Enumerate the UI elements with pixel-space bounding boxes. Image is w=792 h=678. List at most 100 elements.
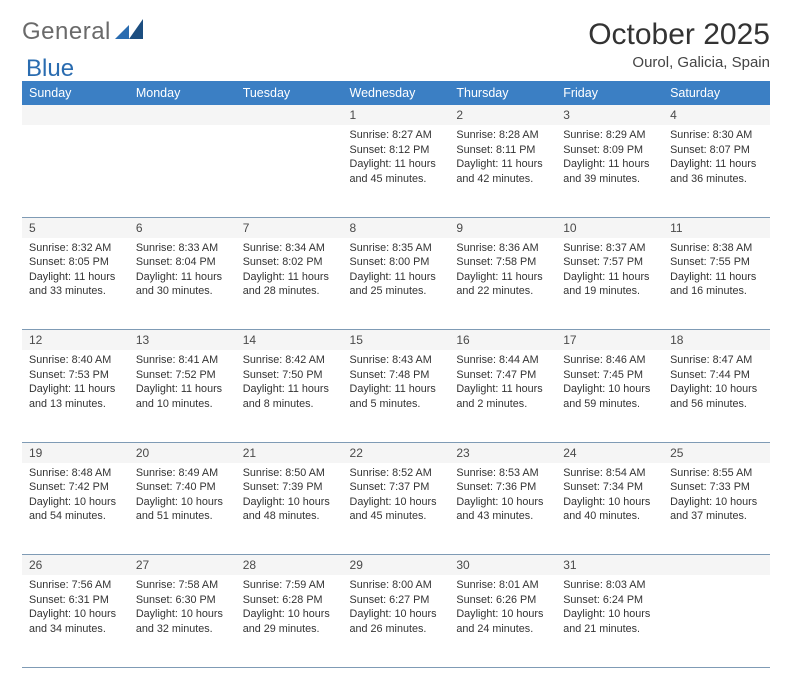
- daylight-text: Daylight: 10 hours and 24 minutes.: [456, 607, 549, 636]
- day-number: 30: [449, 555, 556, 576]
- sunset-text: Sunset: 6:27 PM: [350, 593, 443, 608]
- daylight-text: Daylight: 10 hours and 56 minutes.: [670, 382, 763, 411]
- daynum-row: 1234: [22, 105, 770, 125]
- sunrise-text: Sunrise: 8:28 AM: [456, 128, 549, 143]
- day-cell: Sunrise: 8:48 AMSunset: 7:42 PMDaylight:…: [22, 463, 129, 555]
- sunrise-text: Sunrise: 8:53 AM: [456, 466, 549, 481]
- day-cell: [663, 575, 770, 667]
- month-title: October 2025: [588, 18, 770, 52]
- daylight-text: Daylight: 11 hours and 39 minutes.: [563, 157, 656, 186]
- day-number: 12: [22, 330, 129, 351]
- day-cell: Sunrise: 8:33 AMSunset: 8:04 PMDaylight:…: [129, 238, 236, 330]
- sunset-text: Sunset: 7:34 PM: [563, 480, 656, 495]
- sunrise-text: Sunrise: 8:37 AM: [563, 241, 656, 256]
- day-number: 21: [236, 442, 343, 463]
- day-number: 16: [449, 330, 556, 351]
- daylight-text: Daylight: 11 hours and 13 minutes.: [29, 382, 122, 411]
- day-cell: Sunrise: 8:44 AMSunset: 7:47 PMDaylight:…: [449, 350, 556, 442]
- day-number: 13: [129, 330, 236, 351]
- day-cell: Sunrise: 8:55 AMSunset: 7:33 PMDaylight:…: [663, 463, 770, 555]
- sunrise-text: Sunrise: 8:35 AM: [350, 241, 443, 256]
- day-number: 6: [129, 217, 236, 238]
- brand-mark-icon: [115, 18, 143, 46]
- sunset-text: Sunset: 8:02 PM: [243, 255, 336, 270]
- daynum-row: 12131415161718: [22, 330, 770, 351]
- day-cell-content: Sunrise: 8:49 AMSunset: 7:40 PMDaylight:…: [129, 463, 236, 529]
- daynum-row: 19202122232425: [22, 442, 770, 463]
- daylight-text: Daylight: 11 hours and 30 minutes.: [136, 270, 229, 299]
- day-cell: Sunrise: 7:56 AMSunset: 6:31 PMDaylight:…: [22, 575, 129, 667]
- sunrise-text: Sunrise: 8:27 AM: [350, 128, 443, 143]
- day-cell-content: [663, 575, 770, 583]
- daylight-text: Daylight: 10 hours and 40 minutes.: [563, 495, 656, 524]
- sunrise-text: Sunrise: 7:56 AM: [29, 578, 122, 593]
- sunset-text: Sunset: 8:09 PM: [563, 143, 656, 158]
- sunrise-text: Sunrise: 8:46 AM: [563, 353, 656, 368]
- day-cell: Sunrise: 8:42 AMSunset: 7:50 PMDaylight:…: [236, 350, 343, 442]
- day-cell: Sunrise: 8:38 AMSunset: 7:55 PMDaylight:…: [663, 238, 770, 330]
- day-cell-content: Sunrise: 8:44 AMSunset: 7:47 PMDaylight:…: [449, 350, 556, 416]
- day-number: 31: [556, 555, 663, 576]
- day-number: 26: [22, 555, 129, 576]
- day-number: 20: [129, 442, 236, 463]
- calendar-header-row: Sunday Monday Tuesday Wednesday Thursday…: [22, 81, 770, 105]
- sunset-text: Sunset: 7:44 PM: [670, 368, 763, 383]
- daynum-row: 262728293031: [22, 555, 770, 576]
- day-number: 29: [343, 555, 450, 576]
- daylight-text: Daylight: 10 hours and 45 minutes.: [350, 495, 443, 524]
- day-cell: Sunrise: 8:36 AMSunset: 7:58 PMDaylight:…: [449, 238, 556, 330]
- day-cell-content: Sunrise: 7:58 AMSunset: 6:30 PMDaylight:…: [129, 575, 236, 641]
- day-cell: Sunrise: 8:28 AMSunset: 8:11 PMDaylight:…: [449, 125, 556, 217]
- sunrise-text: Sunrise: 8:00 AM: [350, 578, 443, 593]
- daylight-text: Daylight: 11 hours and 33 minutes.: [29, 270, 122, 299]
- sunrise-text: Sunrise: 7:59 AM: [243, 578, 336, 593]
- week-row: Sunrise: 7:56 AMSunset: 6:31 PM Daylight:…: [22, 575, 770, 667]
- sunset-text: Sunset: 8:07 PM: [670, 143, 763, 158]
- sunset-text: Sunset: 8:04 PM: [136, 255, 229, 270]
- day-cell: Sunrise: 7:59 AMSunset: 6:28 PMDaylight:…: [236, 575, 343, 667]
- sunset-text: Sunset: 6:31 PM: [29, 593, 122, 608]
- day-cell: Sunrise: 8:52 AMSunset: 7:37 PMDaylight:…: [343, 463, 450, 555]
- day-cell-content: Sunrise: 8:30 AMSunset: 8:07 PMDaylight:…: [663, 125, 770, 191]
- sunrise-text: Sunrise: 8:50 AM: [243, 466, 336, 481]
- day-number: 9: [449, 217, 556, 238]
- day-cell: Sunrise: 8:29 AMSunset: 8:09 PMDaylight:…: [556, 125, 663, 217]
- day-cell-content: Sunrise: 8:37 AMSunset: 7:57 PMDaylight:…: [556, 238, 663, 304]
- day-cell-content: Sunrise: 8:54 AMSunset: 7:34 PMDaylight:…: [556, 463, 663, 529]
- day-number: 22: [343, 442, 450, 463]
- day-cell: Sunrise: 8:03 AMSunset: 6:24 PMDaylight:…: [556, 575, 663, 667]
- sunrise-text: Sunrise: 8:03 AM: [563, 578, 656, 593]
- day-cell-content: Sunrise: 8:32 AMSunset: 8:05 PMDaylight:…: [22, 238, 129, 304]
- day-cell-content: Sunrise: 8:01 AMSunset: 6:26 PMDaylight:…: [449, 575, 556, 641]
- day-cell-content: Sunrise: 7:59 AMSunset: 6:28 PMDaylight:…: [236, 575, 343, 641]
- day-number: 7: [236, 217, 343, 238]
- day-cell-content: Sunrise: 8:55 AMSunset: 7:33 PMDaylight:…: [663, 463, 770, 529]
- day-number: 1: [343, 105, 450, 125]
- day-number: 17: [556, 330, 663, 351]
- daylight-text: Daylight: 11 hours and 36 minutes.: [670, 157, 763, 186]
- sunset-text: Sunset: 8:00 PM: [350, 255, 443, 270]
- daylight-text: Daylight: 11 hours and 19 minutes.: [563, 270, 656, 299]
- sunrise-text: Sunrise: 8:55 AM: [670, 466, 763, 481]
- day-number: 28: [236, 555, 343, 576]
- day-number: 10: [556, 217, 663, 238]
- weekday-header: Wednesday: [343, 81, 450, 105]
- day-cell-content: Sunrise: 8:38 AMSunset: 7:55 PMDaylight:…: [663, 238, 770, 304]
- weekday-header: Tuesday: [236, 81, 343, 105]
- daylight-text: Daylight: 11 hours and 42 minutes.: [456, 157, 549, 186]
- day-cell-content: [236, 125, 343, 133]
- day-cell: Sunrise: 8:30 AMSunset: 8:07 PMDaylight:…: [663, 125, 770, 217]
- day-cell: Sunrise: 8:46 AMSunset: 7:45 PMDaylight:…: [556, 350, 663, 442]
- brand-logo: General: [22, 18, 143, 46]
- day-cell-content: Sunrise: 8:53 AMSunset: 7:36 PMDaylight:…: [449, 463, 556, 529]
- day-cell-content: Sunrise: 8:47 AMSunset: 7:44 PMDaylight:…: [663, 350, 770, 416]
- weekday-header: Saturday: [663, 81, 770, 105]
- sunset-text: Sunset: 8:05 PM: [29, 255, 122, 270]
- week-row: Sunrise: 8:40 AMSunset: 7:53 PMDaylight:…: [22, 350, 770, 442]
- sunrise-text: Sunrise: 8:40 AM: [29, 353, 122, 368]
- sunset-text: Sunset: 7:58 PM: [456, 255, 549, 270]
- daylight-text: Daylight: 11 hours and 22 minutes.: [456, 270, 549, 299]
- day-cell-content: Sunrise: 8:48 AMSunset: 7:42 PMDaylight:…: [22, 463, 129, 529]
- day-cell-content: Sunrise: 8:33 AMSunset: 8:04 PMDaylight:…: [129, 238, 236, 304]
- daylight-text: Daylight: 10 hours and 54 minutes.: [29, 495, 122, 524]
